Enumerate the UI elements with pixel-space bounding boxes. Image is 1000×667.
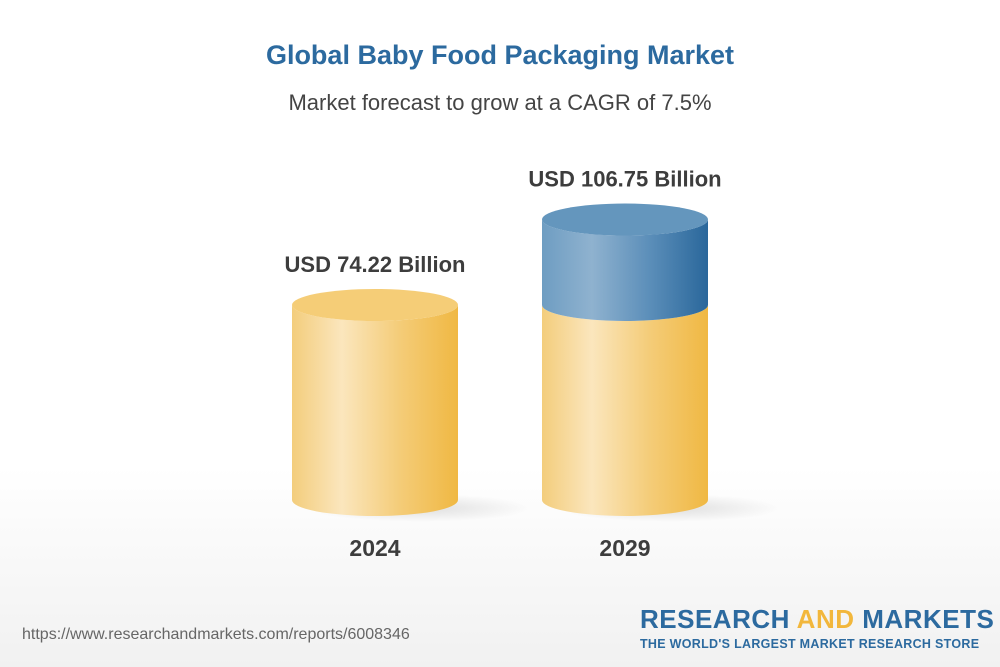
cylinder-body (292, 305, 458, 516)
logo-tagline: THE WORLD'S LARGEST MARKET RESEARCH STOR… (640, 637, 980, 651)
cylinder-growth-segment (542, 219, 708, 321)
research-and-markets-logo: RESEARCH AND MARKETS THE WORLD'S LARGEST… (640, 604, 995, 651)
cylinder-top (542, 203, 708, 236)
report-url[interactable]: https://www.researchandmarkets.com/repor… (22, 626, 410, 643)
bar-2024 (292, 289, 458, 516)
data-label: USD 74.22 Billion (285, 252, 466, 277)
chart-subtitle: Market forecast to grow at a CAGR of 7.5… (288, 90, 712, 115)
chart-title: Global Baby Food Packaging Market (265, 40, 735, 70)
data-label: USD 106.75 Billion (528, 167, 721, 192)
category-label: 2029 (599, 535, 650, 561)
cylinder-top (292, 289, 458, 321)
cylinder-base-segment (542, 305, 708, 516)
bar-2029 (542, 203, 708, 516)
category-label: 2024 (349, 535, 400, 561)
